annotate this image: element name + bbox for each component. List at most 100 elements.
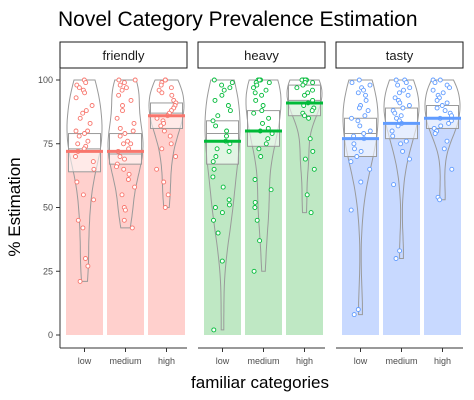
data-point — [260, 120, 265, 126]
data-point — [219, 210, 225, 216]
y-tick-label: 50 — [43, 203, 53, 213]
data-point — [226, 148, 232, 154]
x-tick-label: medium — [109, 356, 141, 366]
data-point — [355, 307, 361, 312]
data-point — [252, 177, 258, 182]
data-point — [117, 154, 123, 159]
data-point — [120, 108, 125, 114]
data-point — [265, 136, 271, 142]
data-point — [121, 217, 127, 223]
data-point — [251, 110, 257, 116]
data-point — [357, 123, 363, 129]
data-point — [434, 105, 440, 111]
bar — [66, 151, 103, 335]
data-point — [129, 225, 135, 231]
data-point — [365, 108, 371, 114]
data-point — [158, 82, 164, 88]
data-point — [349, 80, 355, 86]
data-point — [354, 154, 360, 159]
data-point — [252, 205, 258, 210]
data-point — [430, 87, 436, 93]
data-point — [132, 77, 138, 83]
data-point — [441, 146, 447, 152]
data-point — [449, 166, 455, 172]
data-point — [161, 179, 167, 185]
bar — [107, 151, 144, 335]
data-point — [444, 138, 450, 144]
data-point — [114, 164, 119, 170]
data-point — [169, 92, 175, 98]
data-point — [363, 97, 369, 103]
data-point — [212, 205, 218, 210]
violin-outline — [383, 79, 420, 259]
data-point — [407, 85, 413, 91]
data-point — [219, 258, 225, 264]
data-point — [307, 136, 313, 142]
bar-group-medium: medium — [245, 77, 282, 366]
data-point — [294, 85, 300, 91]
data-point — [304, 192, 310, 198]
data-point — [121, 141, 126, 147]
violin-outline — [66, 79, 103, 282]
data-point — [215, 113, 221, 119]
data-point — [432, 80, 438, 86]
bar-group-high: high — [424, 77, 461, 366]
data-point — [121, 166, 127, 172]
violin-outline — [286, 79, 323, 214]
data-point — [122, 207, 128, 213]
data-point — [302, 113, 307, 119]
data-point — [367, 128, 373, 134]
data-point — [257, 238, 263, 244]
data-point — [434, 97, 440, 103]
data-point — [73, 95, 79, 101]
data-point — [76, 85, 82, 91]
data-point — [114, 115, 120, 121]
data-point — [219, 82, 225, 88]
data-point — [159, 90, 165, 96]
data-point — [130, 128, 136, 134]
data-point — [210, 174, 216, 180]
data-point — [214, 146, 220, 152]
data-point — [363, 92, 368, 98]
data-point — [397, 248, 403, 254]
data-point — [442, 108, 448, 114]
data-point — [91, 197, 97, 203]
data-point — [116, 77, 122, 83]
bar-group-high: high — [148, 77, 185, 366]
data-point — [356, 77, 362, 83]
data-point — [305, 90, 311, 96]
data-point — [439, 103, 445, 108]
data-point — [211, 217, 216, 223]
data-point — [75, 141, 81, 147]
data-point — [392, 95, 398, 101]
data-point — [268, 187, 274, 193]
data-point — [266, 115, 272, 121]
data-point — [302, 92, 307, 98]
data-point — [90, 159, 96, 165]
bar — [204, 141, 241, 335]
data-point — [161, 128, 167, 134]
data-point — [393, 256, 399, 261]
data-point — [89, 103, 95, 108]
data-point — [116, 92, 122, 98]
data-point — [311, 166, 317, 172]
bar-group-low: low — [66, 77, 103, 366]
data-point — [224, 133, 229, 139]
data-point — [400, 148, 406, 154]
data-point — [349, 115, 354, 121]
data-point — [121, 80, 127, 86]
data-point — [256, 77, 262, 83]
data-point — [389, 128, 395, 134]
data-point — [225, 103, 231, 108]
data-point — [73, 128, 79, 134]
data-point — [446, 120, 452, 126]
data-point — [120, 103, 125, 108]
data-point — [213, 123, 219, 129]
data-point — [361, 87, 366, 93]
data-point — [211, 77, 217, 83]
data-point — [91, 166, 97, 172]
data-point — [438, 123, 444, 129]
data-point — [254, 217, 260, 223]
data-point — [348, 207, 354, 213]
